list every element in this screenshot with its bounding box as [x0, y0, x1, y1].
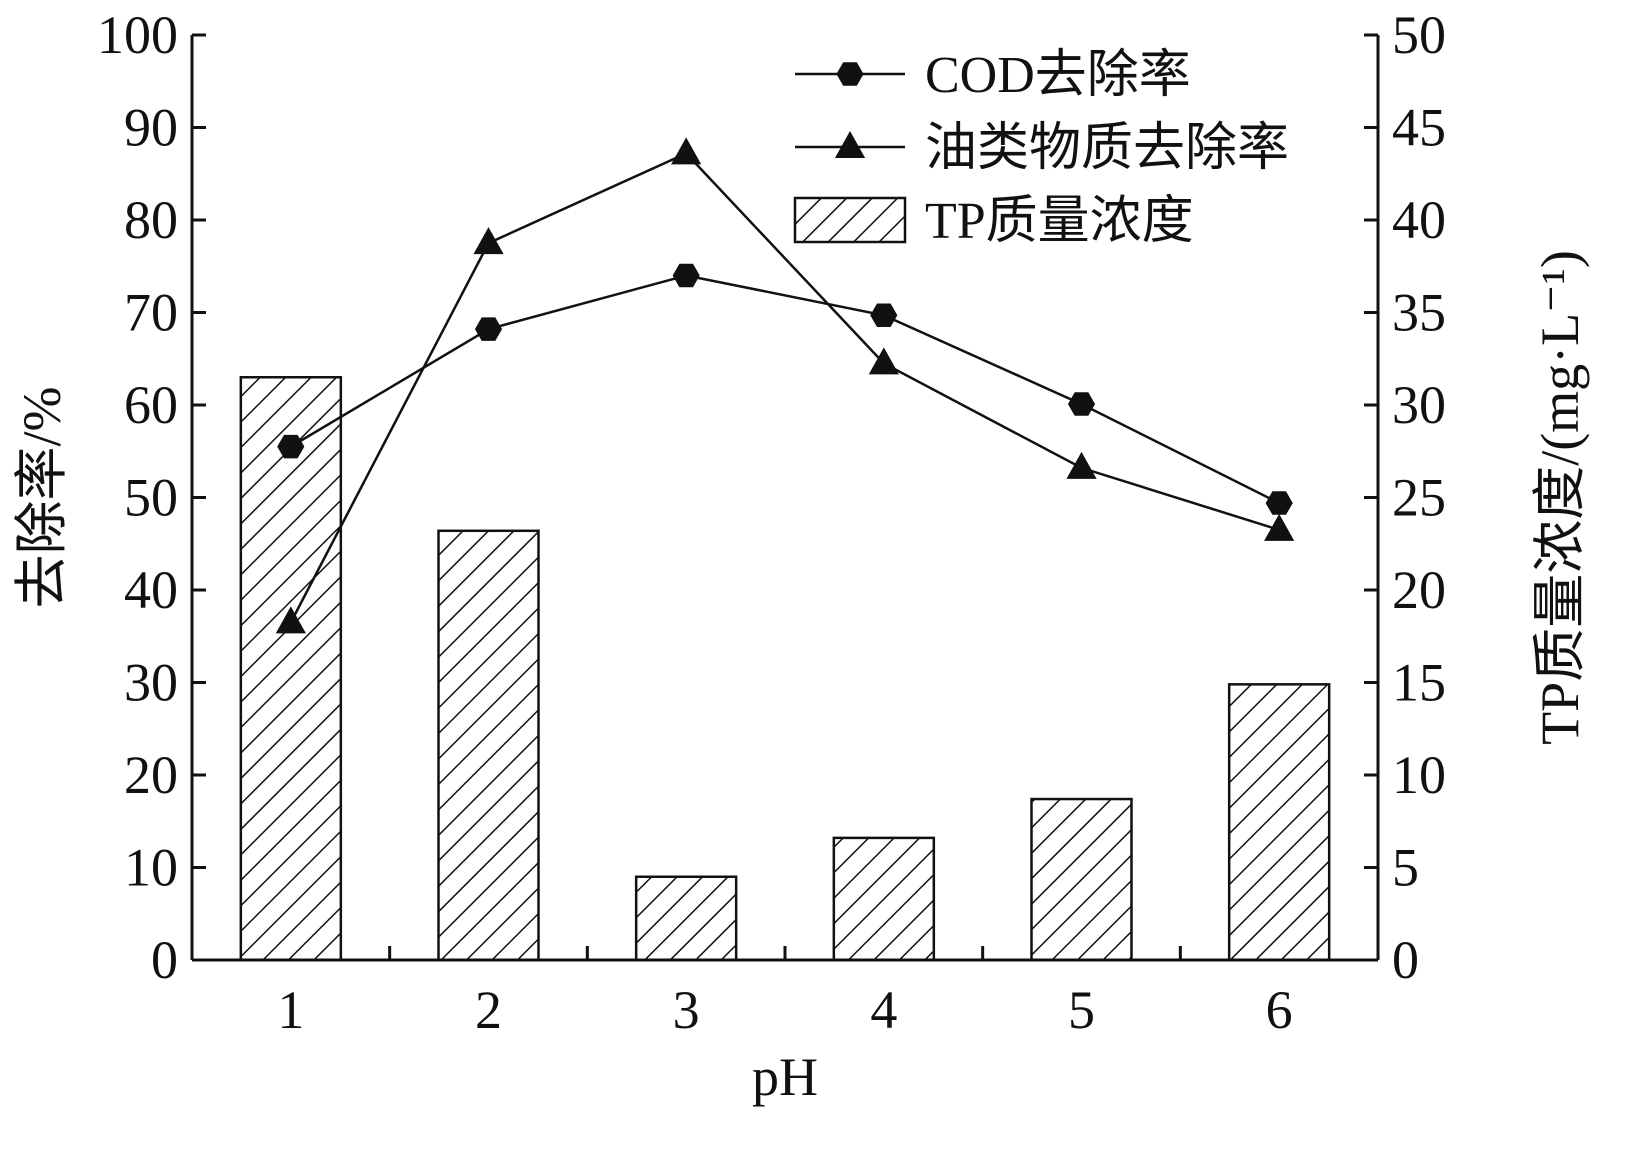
legend-cod-label: COD去除率: [925, 47, 1191, 104]
y-axis-left-title: 去除率/%: [12, 387, 72, 609]
oil-series-line: [289, 151, 1280, 623]
y-left-tick-label: 0: [151, 930, 178, 990]
y-right-tick-label: 40: [1392, 190, 1446, 250]
tp-bar-5: [1030, 797, 1133, 962]
y-left-tick-label: 30: [124, 653, 178, 713]
y-right-tick-label: 20: [1392, 560, 1446, 620]
x-tick-label: 5: [1068, 980, 1095, 1040]
oil-point-4: [868, 347, 899, 375]
legend-tp-hatched-swatch: [793, 196, 907, 244]
y-right-tick-label: 35: [1392, 283, 1446, 343]
y-right-tick-label: 50: [1392, 5, 1446, 65]
y-right-tick-label: 15: [1392, 653, 1446, 713]
cod-series-line: [290, 274, 1280, 505]
x-tick-label: 6: [1266, 980, 1293, 1040]
legend-tp-label: TP质量浓度: [925, 193, 1194, 250]
y-left-tick-label: 20: [124, 745, 178, 805]
lines-layer: [275, 137, 1295, 634]
cod-point-5: [1067, 392, 1096, 416]
bars-layer: [239, 376, 1331, 962]
y-left-tick-label: 10: [124, 838, 178, 898]
y-right-tick-label: 45: [1392, 98, 1446, 158]
cod-point-6: [1265, 491, 1293, 515]
y-right-tick-label: 0: [1392, 930, 1419, 990]
cod-point-1: [277, 434, 305, 459]
y-left-tick-label: 50: [124, 468, 178, 528]
tp-bar-4: [832, 836, 936, 962]
y-left-tick-label: 70: [124, 283, 178, 343]
y-left-tick-label: 60: [124, 375, 178, 435]
legend-item-oil: 油类物质去除率: [795, 120, 1289, 177]
oil-point-2: [473, 227, 504, 255]
cod-point-3: [672, 263, 700, 288]
y-right-tick-label: 25: [1392, 468, 1446, 528]
y-left-tick-label: 100: [97, 5, 178, 65]
legend-oil-label: 油类物质去除率: [925, 120, 1289, 177]
oil-point-1: [275, 606, 306, 634]
tp-bar-2: [437, 529, 540, 962]
y-right-tick-label: 5: [1392, 838, 1419, 898]
legend: COD去除率 油类物质去除率 TP质量浓度: [793, 47, 1289, 250]
oil-point-5: [1066, 451, 1097, 479]
y-left-tick-label: 90: [124, 98, 178, 158]
x-tick-label: 1: [277, 980, 304, 1040]
y-right-tick-label: 10: [1392, 745, 1446, 805]
y-left-tick-label: 80: [124, 190, 178, 250]
oil-point-3: [671, 137, 702, 165]
x-axis-title: pH: [752, 1047, 818, 1107]
x-tick-label: 3: [673, 980, 700, 1040]
legend-item-cod: COD去除率: [795, 47, 1191, 104]
y-axis-right-title: TP质量浓度/(mg·L⁻¹): [1530, 250, 1590, 745]
y-right-tick-label: 30: [1392, 375, 1446, 435]
tp-bar-1: [239, 376, 343, 962]
x-tick-label: 2: [475, 980, 502, 1040]
cod-point-4: [870, 303, 898, 327]
oil-point-6: [1264, 513, 1295, 541]
tp-bar-3: [634, 875, 738, 962]
y-left-tick-label: 40: [124, 560, 178, 620]
ticks-layer: 0102030405060708090100051015202530354045…: [97, 5, 1446, 1040]
legend-item-tp: TP质量浓度: [793, 193, 1194, 250]
tp-bar-6: [1227, 683, 1331, 962]
x-tick-label: 4: [870, 980, 897, 1040]
cod-point-2: [474, 317, 503, 341]
legend-oil-triangle-marker: [834, 130, 866, 158]
legend-cod-hexagon-marker: [836, 62, 864, 86]
